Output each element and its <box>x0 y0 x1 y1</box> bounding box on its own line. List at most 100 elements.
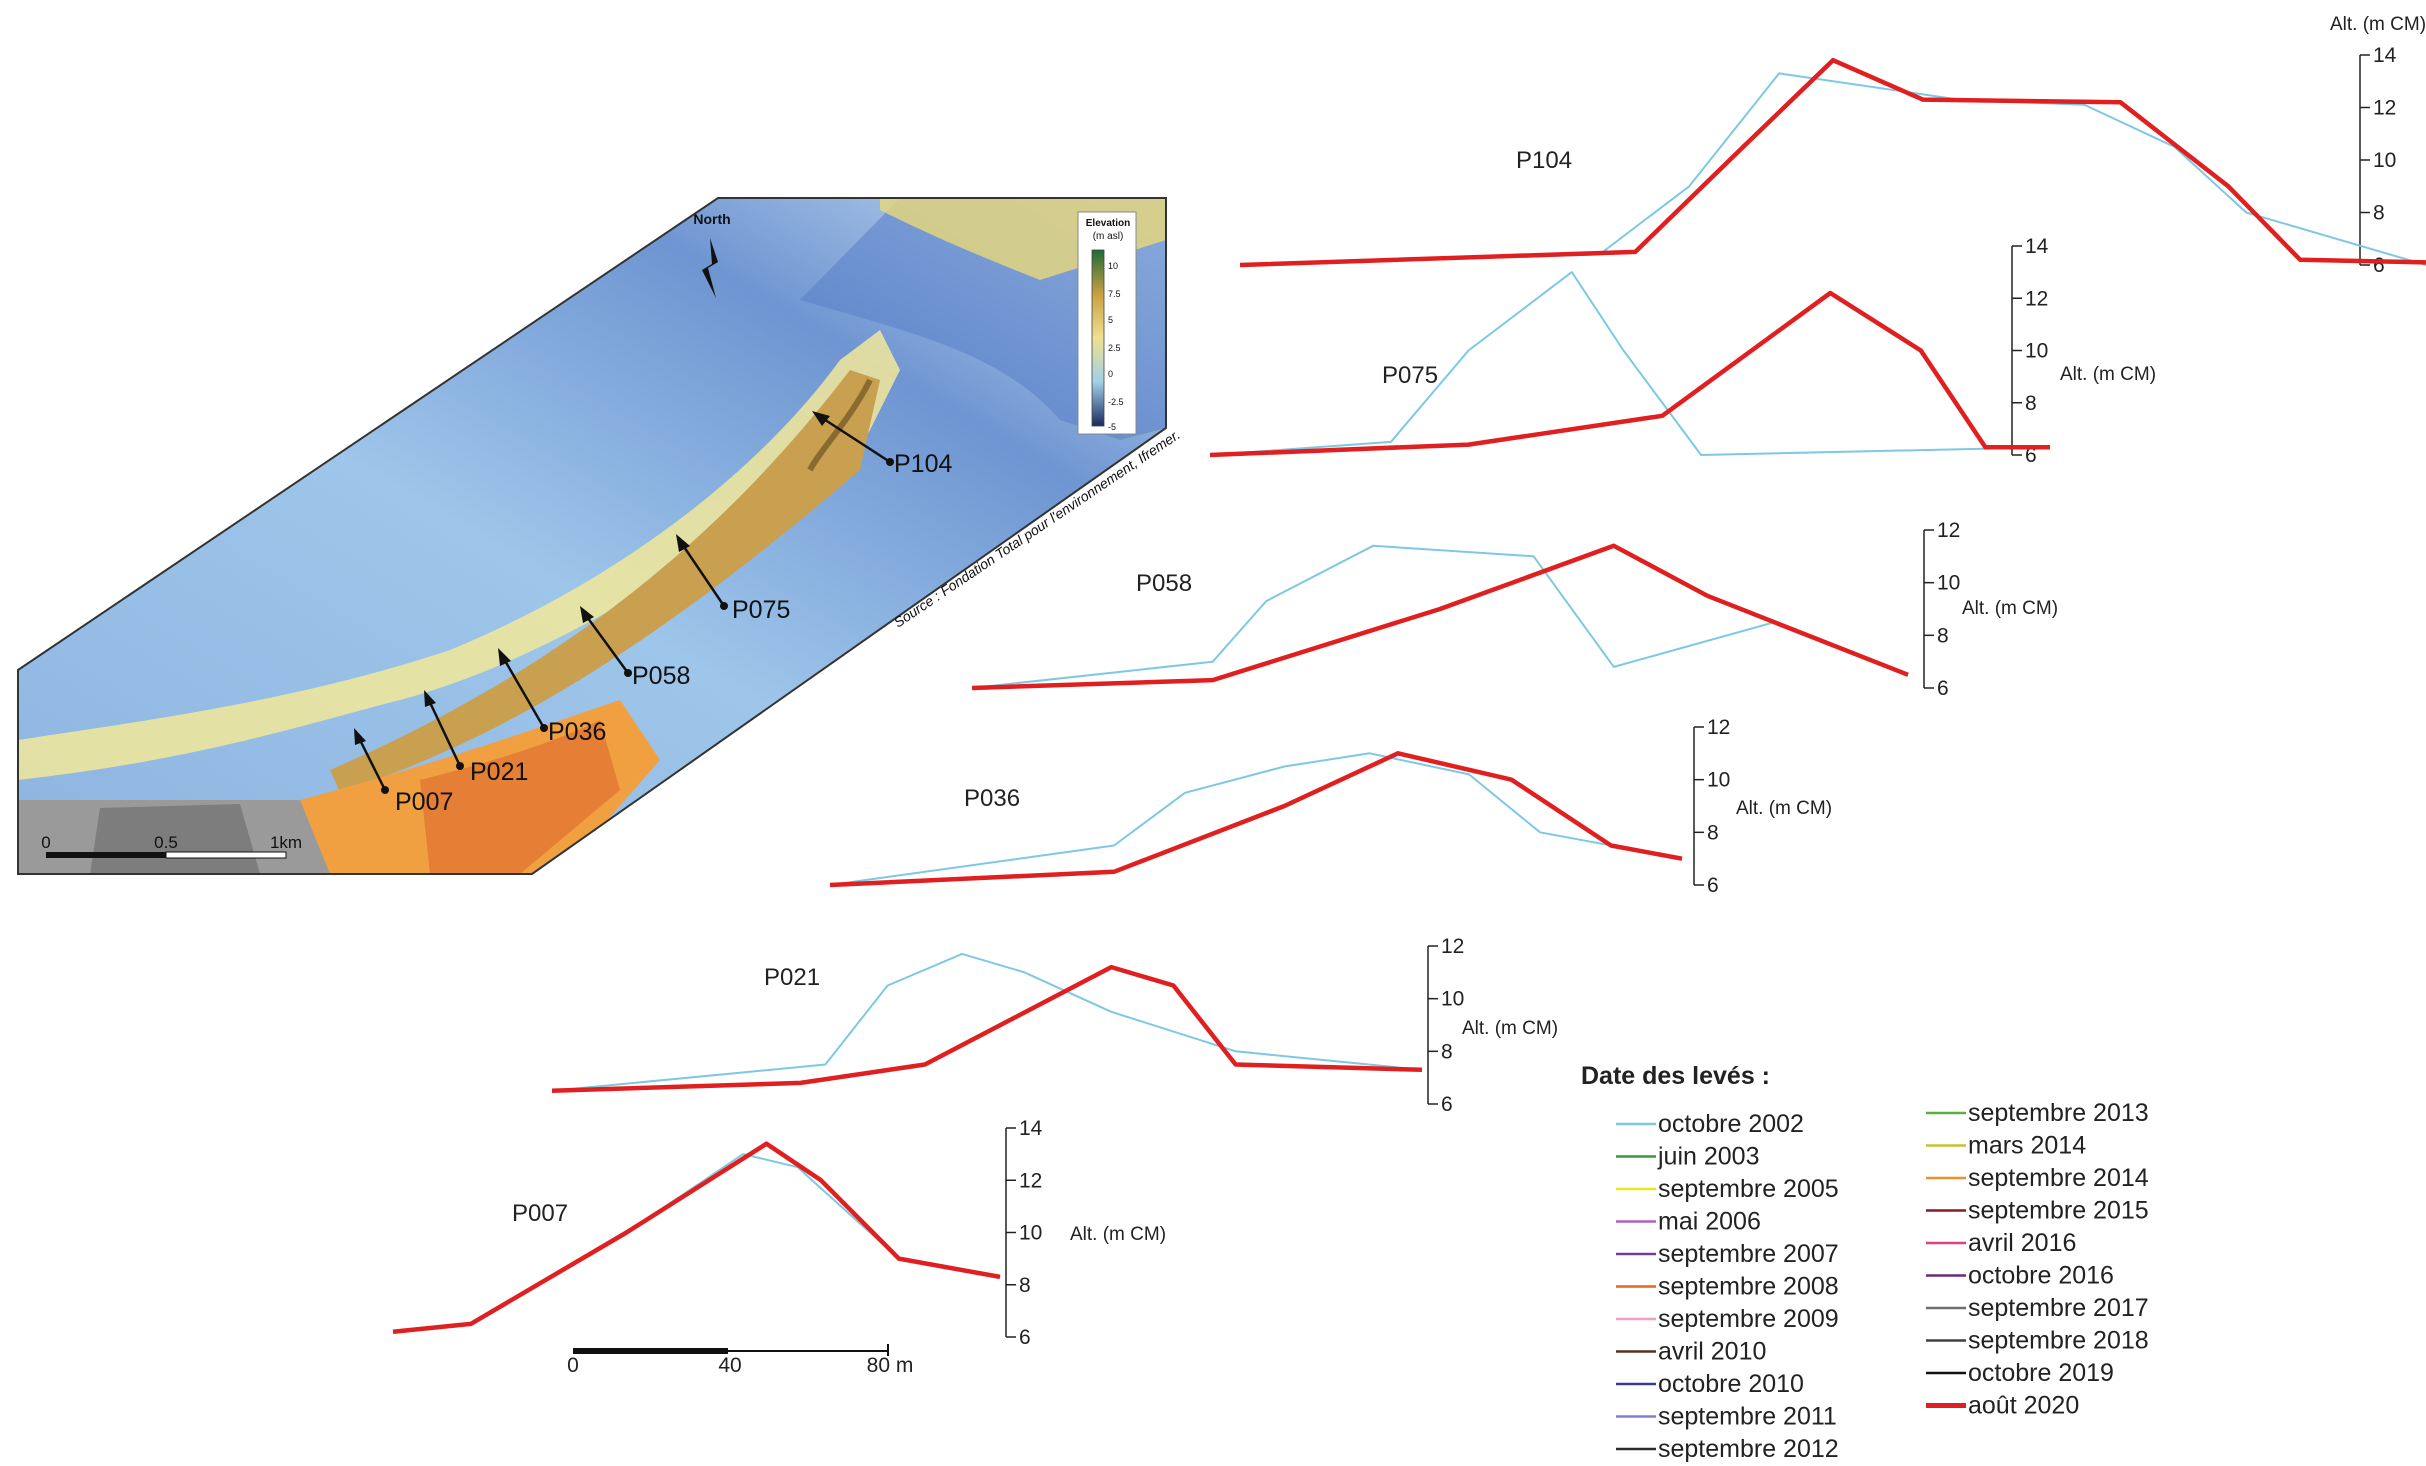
legend-label: septembre 2013 <box>1968 1099 2149 1127</box>
legend-title: Date des levés : <box>1581 1062 1770 1090</box>
transect-dot <box>540 724 548 732</box>
y-axis-label: Alt. (m CM) <box>1462 1018 1558 1039</box>
y-tick-label: 8 <box>1441 1040 1453 1063</box>
arrow-head-icon <box>580 606 594 623</box>
transect-dot <box>886 458 894 466</box>
elevation-tick: 5 <box>1108 315 1113 325</box>
legend-label: avril 2010 <box>1658 1338 1766 1366</box>
y-axis-label: Alt. (m CM) <box>1736 798 1832 819</box>
profile-p075: 14 12 10 8 6 Alt. (m CM) P075 <box>1209 235 2156 467</box>
map-label-p036: P036 <box>548 718 606 746</box>
transect-p058 <box>580 609 630 674</box>
y-tick-label: 6 <box>2025 444 2037 467</box>
profile-scale-label: 0 <box>567 1354 579 1377</box>
dune-crest <box>807 378 873 472</box>
elevation-tick: 10 <box>1108 261 1118 271</box>
legend-item: août 2020 <box>1926 1392 2079 1420</box>
series-line-octobre-2002 <box>971 544 1909 689</box>
legend-label: mai 2006 <box>1658 1208 1761 1236</box>
y-tick-label: 10 <box>1019 1222 1042 1245</box>
profile-label: P058 <box>1136 570 1192 597</box>
y-tick-label: 12 <box>1937 519 1960 542</box>
elevation-tick: 7.5 <box>1108 289 1121 299</box>
elevation-tick: -2.5 <box>1108 397 1124 407</box>
transect-heads <box>354 411 894 794</box>
elevation-colorbar <box>1091 249 1105 427</box>
map-scale-label: 0 <box>41 833 50 852</box>
y-tick-label: 14 <box>1019 1117 1043 1140</box>
series-line-août-2020 <box>1239 57 2426 268</box>
legend-label: septembre 2009 <box>1658 1305 1839 1333</box>
legend-item: septembre 2017 <box>1926 1294 2149 1322</box>
series-line-août-2020 <box>392 1141 1001 1335</box>
profile-p021: 12 10 8 6 Alt. (m CM) P021 <box>551 935 1558 1116</box>
y-tick-label: 10 <box>1707 769 1730 792</box>
y-tick-label: 8 <box>2373 202 2385 225</box>
profile-label: P075 <box>1382 362 1438 389</box>
profile-scale-segment <box>573 1348 728 1354</box>
arrow-head-icon <box>424 690 436 707</box>
y-tick-label: 6 <box>1707 874 1719 897</box>
profile-p036: 12 10 8 6 Alt. (m CM) P036 <box>829 716 1832 897</box>
y-tick-label: 6 <box>1019 1326 1031 1349</box>
legend-label: octobre 2019 <box>1968 1359 2114 1387</box>
y-tick-label: 6 <box>2373 254 2385 277</box>
arrow-head-icon <box>498 648 511 666</box>
location-map: North Elevation (m asl) 10 7.5 5 2.5 0 -… <box>17 197 1183 875</box>
map-scale-bar: 0 0.5 1km <box>41 833 302 859</box>
scale-segment <box>165 851 287 859</box>
y-tick-label: 8 <box>1937 624 1949 647</box>
dune-ridge <box>330 370 880 792</box>
map-scale-label: 1km <box>270 833 302 852</box>
land-high <box>420 720 620 874</box>
profile-p104: 14 12 10 8 6 Alt. (m CM) P104 <box>1239 14 2426 277</box>
elevation-legend: Elevation (m asl) 10 7.5 5 2.5 0 -2.5 -5 <box>1077 211 1137 435</box>
map-label-p058: P058 <box>632 662 690 690</box>
legend-label: septembre 2011 <box>1658 1403 1837 1431</box>
legend-item: septembre 2012 <box>1616 1435 1839 1463</box>
series-line-octobre-2002 <box>829 752 1683 886</box>
legend-item: septembre 2013 <box>1926 1099 2149 1127</box>
legend-item: avril 2016 <box>1926 1229 2076 1257</box>
map-scale-label: 0.5 <box>154 833 178 852</box>
y-axis-label: Alt. (m CM) <box>1962 598 2058 619</box>
y-tick-label: 6 <box>1441 1093 1453 1116</box>
legend-item: septembre 2014 <box>1926 1164 2149 1192</box>
y-tick-label: 8 <box>1019 1274 1031 1297</box>
intertidal-zone <box>18 330 900 780</box>
legend-item: septembre 2015 <box>1926 1197 2149 1225</box>
y-tick-label: 14 <box>2025 235 2049 258</box>
legend-label: juin 2003 <box>1657 1143 1759 1171</box>
transect-dot <box>381 786 389 794</box>
series-line-octobre-2002 <box>392 1153 1001 1333</box>
legend-label: septembre 2018 <box>1968 1327 2149 1355</box>
series-line-octobre-2002 <box>551 952 1423 1092</box>
profile-p007: 14 12 10 8 6 Alt. (m CM) P007 <box>392 1117 1166 1349</box>
legend-label: septembre 2017 <box>1968 1294 2149 1322</box>
map-frame <box>17 197 1167 875</box>
legend-label: mars 2014 <box>1968 1132 2086 1160</box>
transect-dot <box>624 669 632 677</box>
y-tick-label: 12 <box>1019 1169 1042 1192</box>
series-line-août-2020 <box>1209 290 2050 458</box>
map-label-p075: P075 <box>732 596 790 624</box>
transect-p075 <box>676 537 726 607</box>
y-tick-label: 12 <box>2025 287 2048 310</box>
y-tick-label: 6 <box>1937 677 1949 700</box>
legend-item: juin 2003 <box>1616 1143 1759 1171</box>
series-line-octobre-2002 <box>1209 271 2051 456</box>
legend-item: septembre 2011 <box>1616 1403 1837 1431</box>
legend-item: septembre 2018 <box>1926 1327 2149 1355</box>
profile-scale-bar: 0 40 80 m <box>567 1344 913 1377</box>
transect-dot <box>456 762 464 770</box>
y-tick-label: 8 <box>2025 392 2037 415</box>
profile-scale-label: 80 m <box>867 1354 914 1377</box>
scale-segment <box>46 852 166 858</box>
map-label-p007: P007 <box>395 788 453 816</box>
legend-item: avril 2010 <box>1616 1338 1766 1366</box>
legend-label: octobre 2010 <box>1658 1370 1804 1398</box>
legend-label: octobre 2002 <box>1658 1110 1804 1138</box>
y-tick-label: 10 <box>2373 149 2396 172</box>
y-tick-label: 10 <box>1937 572 1960 595</box>
